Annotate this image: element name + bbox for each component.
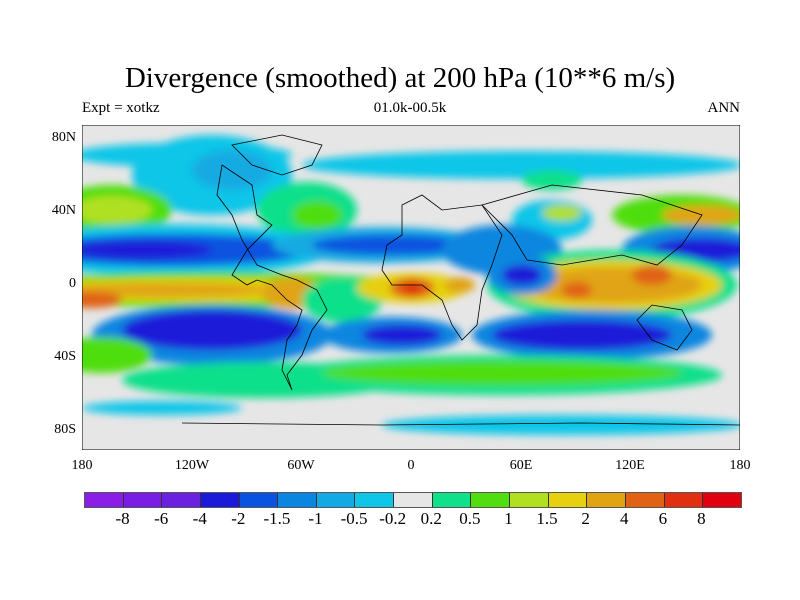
colorbar-label: 0.2 xyxy=(420,509,442,528)
colorbar-box xyxy=(316,493,356,507)
experiment-label: Expt = xotkz xyxy=(82,100,160,116)
y-tick-label: 0 xyxy=(69,276,76,291)
colorbar-label: -2 xyxy=(231,509,246,528)
colorbar-box xyxy=(664,493,704,507)
colorbar-box xyxy=(625,493,665,507)
colorbar-label: -4 xyxy=(192,509,207,528)
colorbar-box xyxy=(85,493,124,507)
colorbar xyxy=(84,492,742,508)
y-tick-label: 80S xyxy=(54,422,76,437)
colorbar-label: -8 xyxy=(115,509,130,528)
coastlines xyxy=(181,134,740,426)
colorbar-box xyxy=(394,493,433,507)
colorbar-label: 6 xyxy=(658,509,668,528)
colorbar-label: -1 xyxy=(308,509,323,528)
colorbar-box xyxy=(548,493,588,507)
colorbar-label: -0.2 xyxy=(379,509,407,528)
colorbar-box xyxy=(278,493,317,507)
divergence-map xyxy=(82,125,740,450)
x-tick-label: 120W xyxy=(174,458,210,473)
colorbar-box xyxy=(587,493,626,507)
colorbar-label: 2 xyxy=(581,509,590,528)
colorbar-box xyxy=(239,493,279,507)
colorbar-box xyxy=(200,493,240,507)
colorbar-box xyxy=(703,493,741,507)
x-tick-label: 180 xyxy=(729,458,751,473)
contour-fill xyxy=(82,135,740,435)
colorbar-label: -1.5 xyxy=(263,509,291,528)
x-tick-label: 120E xyxy=(615,458,645,473)
colorbar-box xyxy=(355,493,395,507)
colorbar-box xyxy=(123,493,163,507)
colorbar-box xyxy=(162,493,201,507)
x-tick-label: 60W xyxy=(287,458,315,473)
colorbar-label: 1.5 xyxy=(536,509,558,528)
period-label: 01.0k-00.5k xyxy=(373,100,447,116)
season-label: ANN xyxy=(707,100,741,116)
y-tick-label: 40S xyxy=(54,349,76,364)
colorbar-box xyxy=(471,493,511,507)
x-tick-label: 180 xyxy=(71,458,93,473)
y-tick-label: 40N xyxy=(51,203,76,218)
plot-title: Divergence (smoothed) at 200 hPa (10**6 … xyxy=(124,62,676,94)
colorbar-label: 0.5 xyxy=(459,509,481,528)
x-tick-label: 0 xyxy=(407,458,415,473)
x-tick-label: 60E xyxy=(509,458,533,473)
colorbar-label: -6 xyxy=(154,509,169,528)
y-tick-label: 80N xyxy=(51,130,76,145)
colorbar-box xyxy=(432,493,472,507)
colorbar-label: 8 xyxy=(697,509,706,528)
colorbar-label: -0.5 xyxy=(340,509,368,528)
colorbar-label: 1 xyxy=(504,509,513,528)
colorbar-box xyxy=(510,493,549,507)
colorbar-label: 4 xyxy=(619,509,629,528)
